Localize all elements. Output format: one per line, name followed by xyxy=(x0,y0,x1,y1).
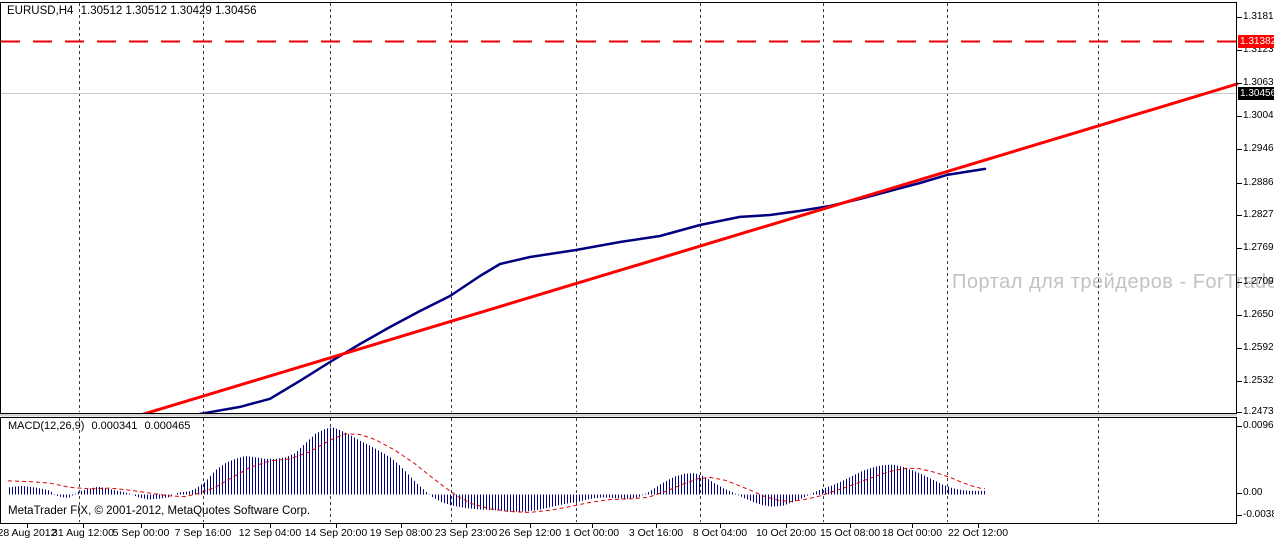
time-label: 3 Oct 16:00 xyxy=(628,527,684,539)
macd-signal-line xyxy=(7,433,986,513)
time-label: 15 Oct 08:00 xyxy=(819,527,881,539)
macd-axis-label: 0.00966 xyxy=(1243,420,1274,431)
price-label: 1.30630 xyxy=(1243,77,1274,88)
price-label: 1.25320 xyxy=(1243,375,1274,386)
price-label: 1.24735 xyxy=(1243,406,1274,417)
ohlc-values: 1.30512 1.30512 1.30429 1.30456 xyxy=(80,5,257,17)
time-label: 7 Sep 16:00 xyxy=(174,527,232,539)
time-label: 10 Oct 20:00 xyxy=(755,527,817,539)
grid-lines xyxy=(79,3,1099,522)
watermark: Портал для трейдеров - ForTrader.ru xyxy=(952,271,1274,293)
price-label: 1.31815 xyxy=(1243,11,1274,22)
macd-axis-label: -0.00388 xyxy=(1243,509,1274,520)
panel-borders xyxy=(0,2,1237,524)
price-label: 1.31230 xyxy=(1243,44,1274,55)
time-label: 28 Aug 2012 xyxy=(0,527,57,539)
time-label: 18 Oct 00:00 xyxy=(881,527,943,539)
price-label: 1.27690 xyxy=(1243,242,1274,253)
price-badge-bid: 1.30456 xyxy=(1238,87,1274,100)
symbol-ohlc-header: EURUSD,H4 1.30512 1.30512 1.30429 1.3045… xyxy=(7,5,261,17)
price-label: 1.29460 xyxy=(1243,143,1274,154)
time-label: 14 Sep 20:00 xyxy=(304,527,368,539)
price-label: 1.25920 xyxy=(1243,342,1274,353)
time-label: 5 Sep 00:00 xyxy=(112,527,170,539)
price-label: 1.27090 xyxy=(1243,276,1274,287)
time-label: 31 Aug 12:00 xyxy=(52,527,114,539)
macd-current-value: 0.000341 xyxy=(91,420,138,432)
time-label: 26 Sep 12:00 xyxy=(498,527,562,539)
copyright-footer: MetaTrader FIX, © 2001-2012, MetaQuotes … xyxy=(8,505,311,517)
trendline-red[interactable] xyxy=(140,82,1239,417)
macd-header: MACD(12,26,9) 0.000341 0.000465 xyxy=(8,420,194,432)
time-label: 1 Oct 00:00 xyxy=(564,527,620,539)
time-label: 8 Oct 04:00 xyxy=(692,527,748,539)
time-label: 19 Sep 08:00 xyxy=(369,527,433,539)
macd-indicator-label: MACD(12,26,9) xyxy=(8,420,85,432)
price-label: 1.26505 xyxy=(1243,309,1274,320)
time-label: 22 Oct 12:00 xyxy=(947,527,1009,539)
time-label: 12 Sep 04:00 xyxy=(238,527,302,539)
symbol-label: EURUSD,H4 xyxy=(7,5,74,17)
main-chart-surface[interactable] xyxy=(0,0,1237,411)
price-label: 1.28275 xyxy=(1243,209,1274,220)
price-label: 1.30045 xyxy=(1243,110,1274,121)
price-label: 1.28860 xyxy=(1243,177,1274,188)
axis-ticks xyxy=(27,17,1242,528)
macd-histogram xyxy=(9,427,985,512)
macd-signal-value: 0.000465 xyxy=(144,420,191,432)
time-label: 23 Sep 23:00 xyxy=(434,527,498,539)
price-badge-alert: 1.31382 xyxy=(1238,35,1274,48)
macd-axis-label: 0.00 xyxy=(1243,487,1263,498)
